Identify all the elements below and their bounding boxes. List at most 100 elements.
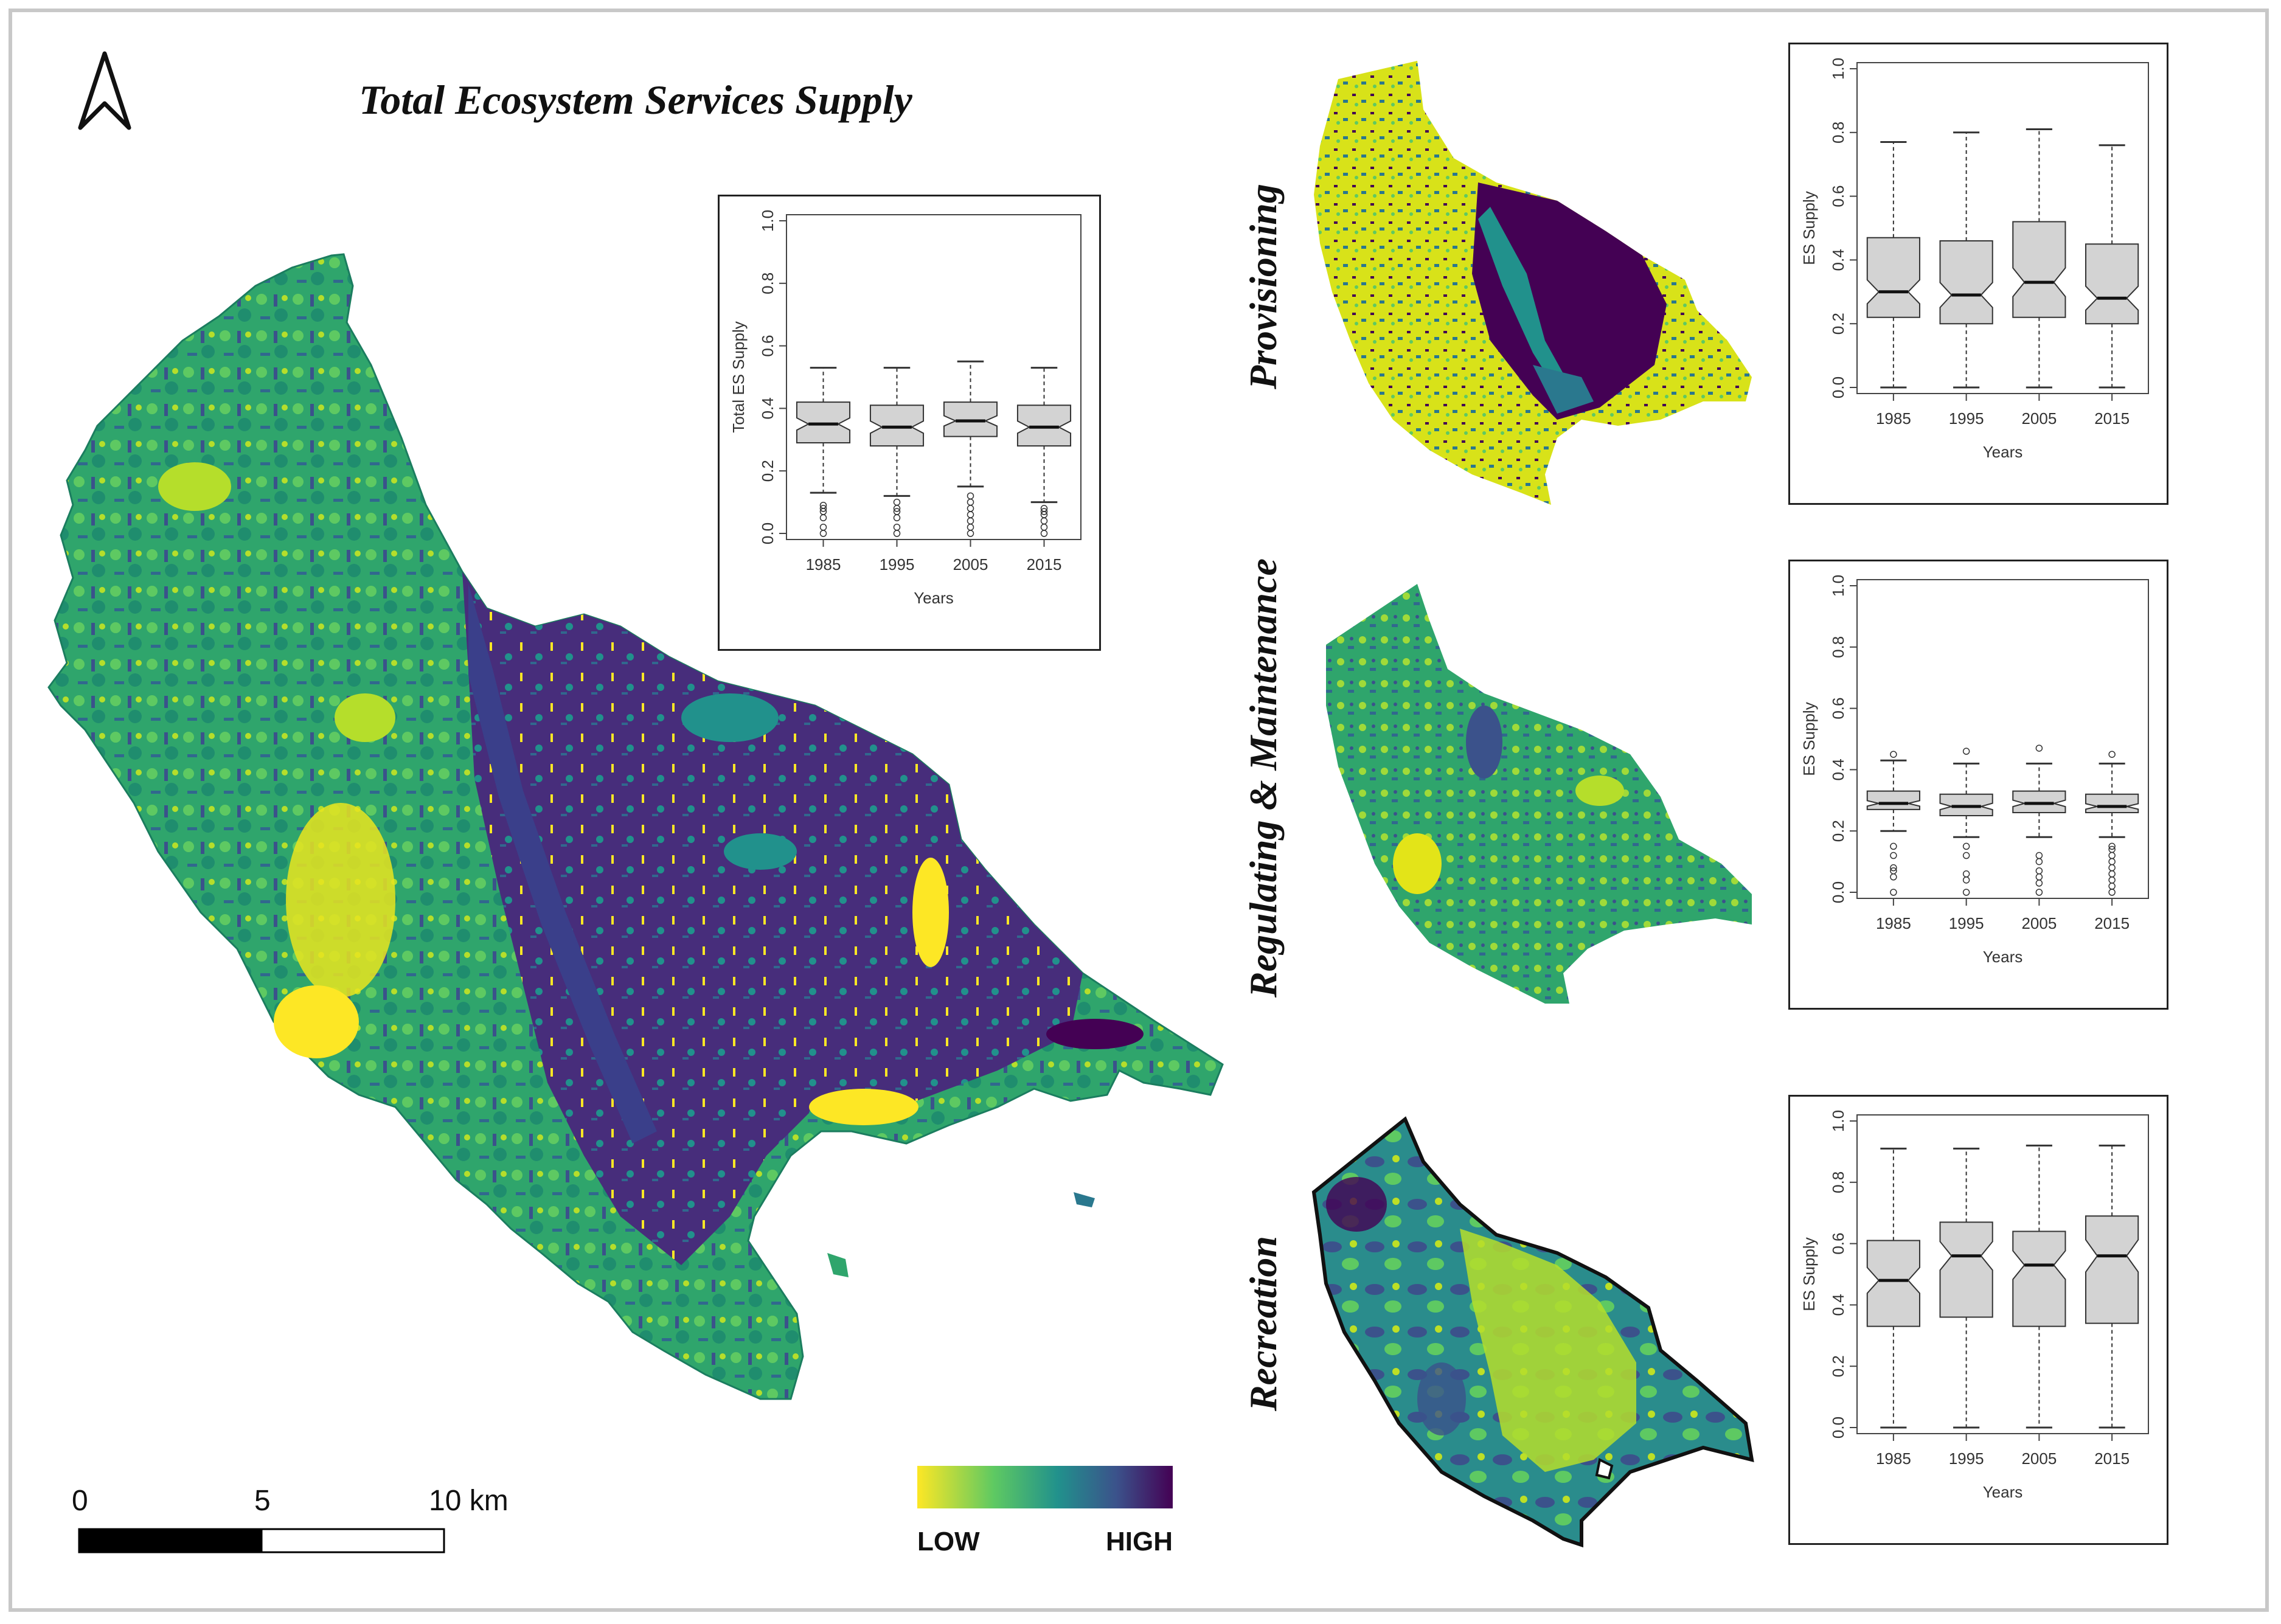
provisioning-map [1314,61,1752,505]
box-1985 [1866,751,1920,896]
outlier-point [1040,530,1048,537]
regulating-label: Regulating & Maintenance [1241,558,1285,998]
regulating-map [1326,584,1752,1004]
outlier-point [1040,517,1048,525]
outlier-point [1962,842,1970,850]
x-axis-label: Years [1983,443,2023,461]
x-tick-label: 1985 [806,555,841,574]
x-tick-label: 2005 [953,555,988,574]
outlier-point [1962,870,1970,878]
box-1995 [1939,748,1993,896]
outlier-point [1890,751,1897,758]
box-body [1939,793,1993,816]
outlier-point [2035,889,2043,896]
recreation-map [1311,1116,1754,1548]
outlier-point [2108,845,2116,853]
y-tick-label: 1.0 [1829,1110,1847,1132]
y-tick-label: 0.4 [759,397,777,419]
outlier-point [819,501,827,509]
scale-label-10km: 10 km [429,1485,509,1517]
x-tick-label: 1995 [1949,914,1984,932]
north-arrow-icon [78,51,131,130]
outlier-point [819,514,827,522]
x-axis-label: Years [1983,1483,2023,1501]
y-tick-label: 0.6 [1829,186,1847,207]
outlier-point [1890,852,1897,859]
box-body [943,401,998,437]
outlier-point [893,498,901,506]
x-tick-label: 2005 [2021,914,2057,932]
x-axis-label: Years [914,589,954,607]
box-1995 [1939,131,1993,389]
box-2005 [943,360,998,537]
map-title: Total Ecosystem Services Supply [359,77,912,123]
y-tick-label: 0.0 [1829,881,1847,903]
y-tick-label: 0.8 [1829,636,1847,658]
outlier-point [893,514,901,522]
box-1995 [869,367,925,537]
outlier-point [967,530,974,537]
box-body [2085,1215,2139,1324]
outlier-point [2108,889,2116,896]
x-tick-label: 1985 [1876,1449,1911,1468]
x-tick-label: 1995 [1949,1449,1984,1468]
box-body [2012,790,2066,813]
y-tick-label: 0.2 [1829,1355,1847,1377]
outlier-point [1890,889,1897,896]
plot-frame [1856,62,2149,394]
y-tick-label: 0.0 [1829,377,1847,398]
outlier-point [819,505,827,512]
outlier-point [967,492,974,500]
boxplot-total: 0.0 0.2 0.4 0.6 0.8 1.0 Total ES Supply 1985 199… [718,195,1101,651]
box-1985 [1866,1147,1920,1429]
box-body [1939,240,1993,325]
x-tick-label: 1995 [880,555,915,574]
legend-high-label: HIGH [1106,1527,1173,1556]
outlier-point [1040,508,1048,515]
scale-label-5: 5 [254,1485,271,1517]
x-tick-label: 1985 [1876,409,1911,428]
outlier-point [2035,873,2043,881]
y-tick-label: 1.0 [1829,575,1847,597]
y-tick-label: 0.6 [759,335,777,357]
outlier-point [1890,842,1897,850]
x-tick-label: 1995 [1949,409,1984,428]
outlier-point [2108,858,2116,866]
boxplot-svg-provisioning: 0.0 0.2 0.4 0.6 0.8 1.0 ES Supply 1985 1995 2005 2… [1800,58,2149,461]
plot-frame [1856,1114,2149,1434]
outlier-point [893,523,901,531]
outlier-point [2035,867,2043,875]
box-2015 [2085,1144,2139,1429]
box-2015 [1016,367,1072,537]
outlier-point [2108,751,2116,758]
y-tick-label: 0.0 [1829,1417,1847,1438]
x-tick-label: 2015 [2094,409,2130,428]
outlier-point [967,523,974,531]
box-body [796,401,851,443]
box-body [1866,1240,1920,1327]
x-tick-label: 2005 [2021,1449,2057,1468]
plot-frame [786,214,1081,540]
y-axis-label: ES Supply [1800,702,1818,776]
outlier-point [1962,852,1970,859]
scale-label-0: 0 [72,1485,88,1517]
y-axis-label: ES Supply [1800,191,1818,265]
outlier-point [2108,852,2116,859]
boxplot-recreation: 0.0 0.2 0.4 0.6 0.8 1.0 ES Supply 1985 1995 2005 2… [1788,1095,2168,1545]
x-axis-label: Years [1983,948,2023,966]
boxplot-svg-total: 0.0 0.2 0.4 0.6 0.8 1.0 Total ES Supply 1985 199… [729,210,1081,607]
x-tick-label: 2015 [1027,555,1062,574]
y-tick-label: 0.0 [759,522,777,544]
outlier-point [1962,876,1970,884]
outlier-point [2108,883,2116,890]
outlier-point [967,498,974,506]
box-body [2085,793,2139,813]
y-tick-label: 1.0 [1829,58,1847,80]
outlier-point [2108,870,2116,878]
outlier-point [2035,852,2043,859]
box-body [2012,221,2066,318]
outlier-point [1890,864,1897,872]
box-body [869,404,925,447]
y-axis-label: Total ES Supply [729,321,748,433]
box-2015 [2085,751,2139,896]
